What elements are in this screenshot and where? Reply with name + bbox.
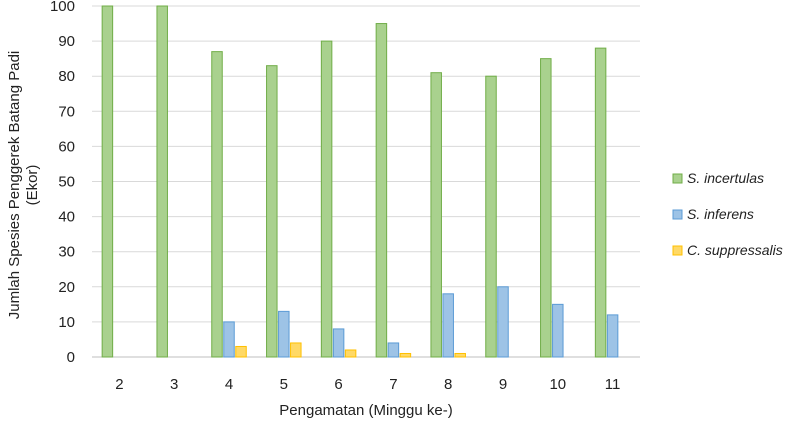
y-tick-label: 40: [58, 209, 75, 226]
bar-c-suppressalis: [454, 352, 466, 358]
y-tick-label: 10: [58, 314, 75, 331]
bar-s-inferens: [606, 314, 619, 358]
x-tick-label: 10: [549, 376, 566, 393]
x-tick-label: 3: [170, 376, 178, 393]
y-tick-label: 0: [67, 349, 75, 366]
bar-s-inferens: [552, 303, 564, 358]
x-tick-label: 6: [334, 376, 342, 393]
legend-swatch: [672, 173, 683, 184]
bar-c-suppressalis: [344, 349, 357, 358]
legend-swatch: [672, 245, 683, 256]
y-tick-label: 60: [58, 138, 75, 155]
bar-s-incertulas: [485, 75, 497, 358]
y-tick-label: 80: [58, 68, 75, 85]
bar-s-incertulas: [375, 23, 388, 358]
x-tick-label: 7: [389, 376, 397, 393]
bar-c-suppressalis: [235, 345, 247, 358]
bar-s-inferens: [497, 286, 509, 358]
bar-s-incertulas: [320, 40, 333, 358]
bar-s-inferens: [223, 321, 235, 358]
y-tick-label: 20: [58, 279, 75, 296]
y-axis-title: Jumlah Spesies Penggerek Batang Padi: [6, 51, 23, 320]
bar-c-suppressalis: [290, 342, 302, 358]
bar-c-suppressalis: [399, 352, 412, 358]
legend: S. incertulas S. inferens C. suppressalis: [672, 170, 783, 258]
bar-s-incertulas: [430, 72, 442, 358]
gridlines: [92, 5, 640, 358]
bar-s-incertulas: [211, 51, 223, 358]
bar-s-inferens: [387, 342, 400, 358]
x-axis-title: Pengamatan (Minggu ke-): [279, 402, 452, 419]
y-tick-label: 50: [58, 174, 75, 191]
y-axis-title-unit: (Ekor): [24, 165, 41, 206]
x-tick-label: 11: [605, 376, 621, 393]
y-tick-label: 100: [50, 0, 75, 15]
y-tick-label: 30: [58, 244, 75, 261]
y-tick-labels: 0 10 20 30 40 50 60 70 80 90 100: [50, 0, 75, 366]
x-tick-labels: 2 3 4 5 6 7 8 9 10 11: [115, 376, 620, 393]
bar-s-inferens: [278, 310, 290, 358]
legend-label: S. incertulas: [687, 170, 764, 186]
bar-s-incertulas: [156, 5, 168, 358]
legend-label: S. inferens: [687, 206, 754, 222]
bar-s-incertulas: [266, 65, 278, 358]
bar-s-inferens: [442, 293, 454, 358]
legend-label: C. suppressalis: [687, 242, 783, 258]
bar-s-incertulas: [594, 47, 607, 358]
x-tick-label: 5: [280, 376, 288, 393]
x-tick-label: 4: [225, 376, 233, 393]
bars: [101, 5, 619, 358]
bar-s-incertulas: [101, 5, 114, 358]
y-tick-label: 70: [58, 103, 75, 120]
bar-s-inferens: [332, 328, 345, 358]
x-tick-label: 8: [444, 376, 452, 393]
x-tick-label: 2: [115, 376, 123, 393]
legend-swatch: [672, 209, 683, 220]
y-tick-label: 90: [58, 33, 75, 50]
bar-s-incertulas: [540, 58, 552, 358]
x-tick-label: 9: [499, 376, 507, 393]
